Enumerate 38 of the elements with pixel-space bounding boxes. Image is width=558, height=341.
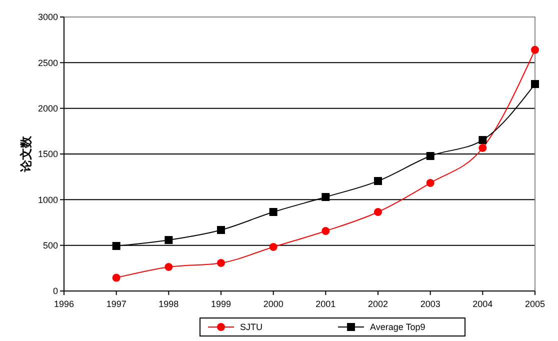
point — [478, 136, 487, 144]
x-tick-label: 2004 — [472, 299, 493, 309]
x-tick-label: 2000 — [263, 299, 284, 309]
point — [217, 258, 225, 267]
point — [426, 152, 434, 160]
point — [269, 208, 278, 216]
x-tick-label: 1996 — [54, 299, 74, 309]
x-tick-label: 2003 — [420, 299, 440, 309]
x-tick-label: 1999 — [210, 299, 232, 309]
y-tick-label: 1500 — [38, 149, 58, 160]
legend-label: Average Top9 — [370, 322, 426, 332]
x-tick-label: 2002 — [368, 299, 388, 309]
y-tick-label: 500 — [42, 240, 58, 250]
point — [374, 177, 382, 186]
point — [322, 193, 330, 202]
legend-label: SJTU — [240, 322, 262, 332]
x-tick-label: 1997 — [106, 299, 126, 309]
point — [426, 178, 434, 187]
y-tick-label: 1000 — [38, 194, 58, 205]
point — [217, 226, 225, 234]
point — [164, 262, 173, 271]
y-tick-label: 2000 — [38, 103, 58, 114]
point — [531, 46, 539, 54]
y-tick-label: 2500 — [38, 58, 58, 68]
point — [164, 236, 173, 244]
y-tick-label: 0 — [52, 286, 58, 296]
y-axis-title: 论文数 — [19, 135, 33, 173]
point — [112, 274, 120, 282]
point — [269, 242, 278, 251]
x-tick-label: 2001 — [316, 299, 336, 309]
x-tick-label: 2005 — [524, 299, 546, 309]
point — [374, 208, 382, 216]
point — [322, 226, 330, 235]
point — [478, 144, 487, 152]
point — [531, 80, 539, 88]
y-tick-label: 3000 — [38, 12, 58, 22]
point — [112, 242, 120, 250]
x-tick-label: 1998 — [158, 299, 179, 309]
